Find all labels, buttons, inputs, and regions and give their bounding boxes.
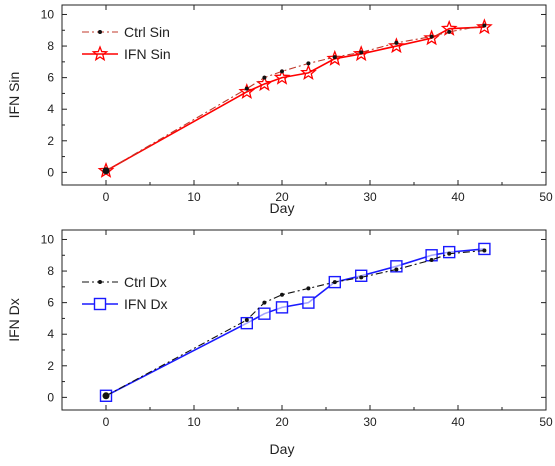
legend-marker xyxy=(93,297,107,311)
data-point xyxy=(394,267,399,272)
data-point xyxy=(476,18,493,35)
chart-marks: 0 10 20 30 40 50 0 2 4 6 8 10 xyxy=(41,230,553,429)
data-point xyxy=(262,75,267,80)
data-point xyxy=(244,318,249,322)
data-point xyxy=(275,301,289,314)
data-point xyxy=(244,86,249,91)
x-tick-label: 20 xyxy=(275,190,289,204)
plot-frame xyxy=(61,229,547,411)
data-point xyxy=(482,23,487,28)
x-axis-title: Day xyxy=(270,200,295,216)
plot-frame xyxy=(61,4,547,186)
x-tick-label: 50 xyxy=(539,415,553,429)
legend: Ctrl Dx IFN Dx xyxy=(82,274,168,312)
data-point xyxy=(256,75,273,92)
data-point xyxy=(429,258,434,262)
data-point xyxy=(390,260,403,273)
data-point xyxy=(238,83,256,99)
y-tick-label: 4 xyxy=(47,102,54,116)
x-tick-label: 10 xyxy=(187,190,201,204)
data-point-origin xyxy=(102,392,110,400)
y-tick-label: 6 xyxy=(47,71,54,85)
data-point xyxy=(306,61,311,66)
x-tick-label: 50 xyxy=(539,190,553,204)
data-point xyxy=(332,280,337,285)
y-tick-label: 10 xyxy=(41,7,55,21)
y-tick-label: 0 xyxy=(47,390,54,404)
y-tick-label: 8 xyxy=(47,39,54,53)
legend-marker xyxy=(98,280,102,284)
y-tick-label: 4 xyxy=(47,327,54,341)
data-point xyxy=(273,68,291,85)
legend-label: IFN Sin xyxy=(124,46,171,62)
data-point xyxy=(326,49,344,66)
panel-ifn-sin: 0 10 20 30 40 50 0 2 4 6 8 10 Day IFN Sin Ctrl Sin I… xyxy=(6,4,553,216)
x-tick-label: 30 xyxy=(363,190,377,204)
data-point xyxy=(447,251,452,256)
x-axis-title: Day xyxy=(270,441,295,457)
y-axis-title: IFN Dx xyxy=(6,298,22,342)
data-point xyxy=(359,50,364,55)
data-point xyxy=(332,55,337,60)
data-point xyxy=(302,296,315,309)
legend-label: Ctrl Dx xyxy=(124,274,167,290)
x-tick-label: 10 xyxy=(187,415,201,429)
legend-label: IFN Dx xyxy=(124,296,168,312)
data-point-origin xyxy=(102,167,110,175)
data-point xyxy=(394,40,399,45)
data-point xyxy=(359,275,364,280)
data-point xyxy=(300,64,317,81)
y-tick-label: 2 xyxy=(47,134,54,148)
y-tick-label: 2 xyxy=(47,359,54,373)
x-tick-label: 30 xyxy=(363,415,377,429)
data-point xyxy=(429,34,434,39)
x-tick-label: 40 xyxy=(451,415,465,429)
data-point xyxy=(280,292,284,297)
data-point xyxy=(306,286,311,291)
chart-marks: 0 10 20 30 40 50 0 2 4 6 8 10 xyxy=(41,5,553,204)
data-point xyxy=(262,300,267,305)
data-point xyxy=(423,29,440,46)
data-point xyxy=(258,307,271,320)
panel-ifn-dx: 0 10 20 30 40 50 0 2 4 6 8 10 Day IFN Dx Ctrl Dx IFN… xyxy=(6,229,553,457)
data-point xyxy=(447,29,452,34)
data-point xyxy=(280,69,284,74)
series-line xyxy=(105,248,485,397)
y-axis-title: IFN Sin xyxy=(6,72,22,119)
y-tick-label: 10 xyxy=(41,232,55,246)
x-tick-label: 0 xyxy=(103,190,110,204)
legend-marker xyxy=(98,30,102,34)
x-tick-label: 0 xyxy=(103,415,110,429)
y-tick-label: 8 xyxy=(47,264,54,278)
series-line xyxy=(105,249,485,397)
y-tick-label: 0 xyxy=(47,165,54,179)
y-tick-label: 6 xyxy=(47,296,54,310)
legend-marker xyxy=(91,45,109,62)
x-tick-label: 40 xyxy=(451,190,465,204)
legend-label: Ctrl Sin xyxy=(124,24,170,40)
data-point xyxy=(482,248,487,253)
x-tick-label: 20 xyxy=(275,415,289,429)
data-point xyxy=(352,45,370,62)
legend: Ctrl Sin IFN Sin xyxy=(82,24,171,62)
